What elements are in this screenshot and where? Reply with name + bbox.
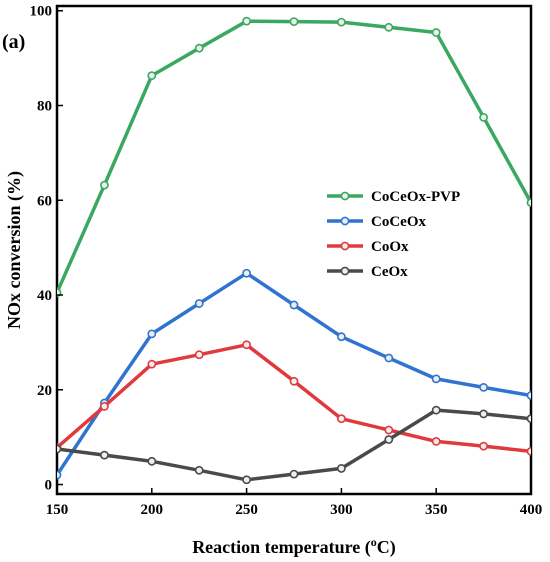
- x-axis-title: Reaction temperature (oC): [192, 535, 396, 558]
- plot-frame: [55, 4, 533, 496]
- panel-label: (a): [2, 31, 25, 53]
- data-point: [100, 180, 109, 190]
- data-point: [431, 437, 441, 446]
- x-tick-label: 150: [46, 502, 69, 518]
- x-tick-label: 400: [520, 502, 543, 518]
- data-point: [57, 470, 62, 480]
- data-point: [336, 414, 346, 424]
- data-point: [242, 340, 251, 350]
- data-point: [526, 198, 531, 208]
- legend-item-coceox-pvp: CoCeOx-PVP: [327, 189, 460, 205]
- x-tick-label: 200: [141, 502, 164, 518]
- legend-label: CoCeOx-PVP: [371, 189, 460, 205]
- data-point: [479, 382, 488, 392]
- data-point: [526, 391, 531, 400]
- legend-item-coceox: CoCeOx: [327, 214, 426, 230]
- legend-label: CoOx: [371, 239, 409, 255]
- legend-marker: [340, 266, 350, 276]
- legend-label: CeOx: [371, 264, 408, 280]
- legend-marker: [340, 216, 350, 226]
- data-point: [431, 28, 441, 37]
- data-point: [242, 268, 251, 278]
- data-point: [384, 425, 394, 435]
- data-point: [289, 17, 299, 27]
- data-point: [384, 22, 394, 32]
- data-point: [384, 435, 394, 444]
- data-point: [526, 446, 531, 456]
- legend-marker: [340, 241, 350, 251]
- y-axis-title: NOx conversion (%): [4, 171, 25, 329]
- x-tick-label: 350: [425, 502, 448, 518]
- data-point: [57, 444, 62, 454]
- data-point: [100, 450, 109, 460]
- x-tick-label: 250: [235, 502, 258, 518]
- data-point: [526, 414, 531, 424]
- legend: CoCeOx-PVP CoCeOx CoOx CeOx: [327, 189, 460, 280]
- data-point: [479, 112, 488, 122]
- data-point: [289, 469, 299, 479]
- data-point: [479, 441, 488, 451]
- data-point: [147, 71, 157, 81]
- series-line-coox: [57, 343, 531, 454]
- data-point: [147, 456, 157, 466]
- x-axis-title-unit: C): [377, 537, 396, 558]
- series-coceox-pvp: [57, 16, 531, 298]
- y-tick-label: 80: [37, 98, 52, 114]
- data-point: [100, 401, 109, 411]
- data-point: [289, 376, 299, 386]
- data-point: [242, 16, 251, 26]
- series-coox: [57, 340, 531, 456]
- data-point: [242, 475, 251, 485]
- data-point: [194, 465, 204, 475]
- data-point: [147, 359, 157, 369]
- legend-item-ceox: CeOx: [327, 264, 408, 280]
- data-point: [336, 464, 346, 473]
- y-tick-label: 20: [37, 383, 52, 399]
- x-tick-label: 300: [330, 502, 353, 518]
- legend-item-coox: CoOx: [327, 239, 409, 255]
- x-axis-title-degree: o: [371, 535, 377, 549]
- y-tick-label: 40: [37, 288, 52, 304]
- data-point: [431, 405, 441, 415]
- y-tick-label: 100: [30, 4, 53, 20]
- legend-label: CoCeOx: [371, 214, 426, 230]
- data-point: [194, 299, 204, 308]
- data-point: [289, 300, 299, 310]
- data-point: [336, 17, 346, 27]
- data-point: [384, 353, 394, 363]
- series-line-coceox-pvp: [57, 19, 531, 294]
- data-point: [194, 43, 204, 53]
- data-point: [194, 350, 204, 360]
- series-layer: [57, 16, 531, 485]
- data-point: [431, 374, 441, 384]
- data-point: [479, 409, 488, 419]
- data-point: [336, 332, 346, 342]
- ticks-layer: 150 200 250 300 350 400 0 20 40 60 80 100: [30, 4, 543, 518]
- y-tick-label: 0: [45, 478, 53, 494]
- data-point: [147, 329, 157, 339]
- y-tick-label: 60: [37, 193, 52, 209]
- series-coceox: [57, 268, 531, 480]
- x-axis-title-main: Reaction temperature (: [192, 537, 371, 558]
- series-ceox: [57, 405, 531, 485]
- legend-marker: [340, 191, 350, 201]
